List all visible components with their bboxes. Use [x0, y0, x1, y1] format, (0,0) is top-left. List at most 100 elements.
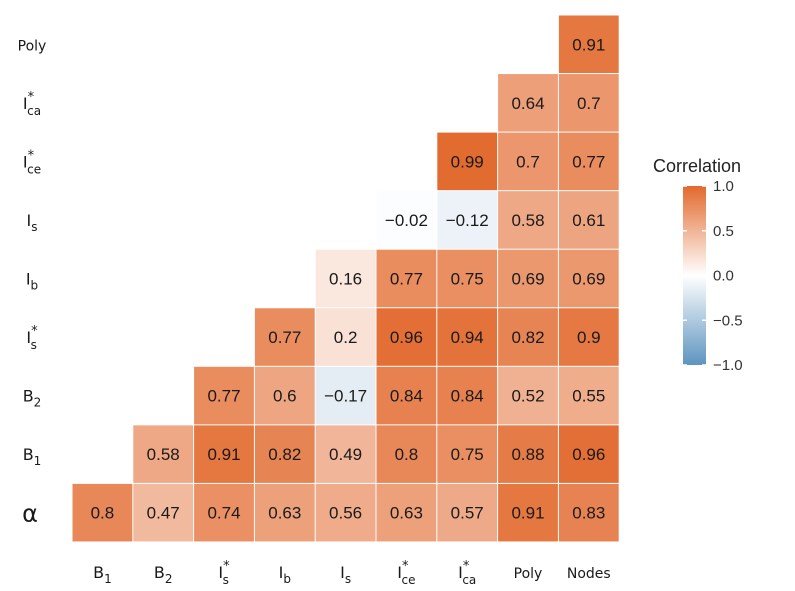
heatmap-cell — [498, 132, 558, 191]
cell-value-label: 0.91 — [572, 35, 605, 54]
legend-tick-label: −0.5 — [713, 312, 743, 329]
cell-value-label: 0.96 — [572, 445, 605, 464]
heatmap-cell — [498, 74, 558, 132]
heatmap-cell — [437, 366, 498, 425]
x-tick-label: Ib — [279, 563, 291, 586]
cell-value-label: 0.55 — [572, 387, 605, 406]
cell-value-label: 0.77 — [572, 152, 605, 171]
cell-value-label: 0.88 — [511, 445, 544, 464]
y-axis-tick-labels: α B1 B2 I* s Ib Is I* ce I* ca Poly — [18, 38, 47, 527]
heatmap-cell — [254, 308, 315, 366]
cell-value-label: 0.56 — [329, 504, 362, 523]
y-tick-label: I* ca — [23, 90, 41, 118]
y-tick-label: α — [22, 500, 38, 528]
cell-value-label: 0.49 — [329, 445, 362, 464]
heatmap-cell — [376, 483, 437, 542]
cell-value-label: 0.16 — [329, 269, 362, 288]
cell-value-label: 0.58 — [511, 211, 544, 230]
heatmap-cell — [194, 425, 254, 483]
heatmap-cell — [558, 366, 619, 425]
heatmap-cell — [498, 483, 558, 542]
y-tick-label: Ib — [26, 269, 38, 292]
x-tick-label: Is — [340, 563, 351, 586]
x-tick-label: B1 — [93, 563, 112, 586]
heatmap-cell — [558, 308, 619, 366]
cell-value-label: 0.7 — [577, 94, 601, 113]
heatmap-cell — [558, 74, 619, 132]
color-legend: Correlation 1.0 0.5 0.0 −0.5 −1.0 — [653, 156, 743, 374]
cell-value-label: 0.75 — [451, 445, 484, 464]
heatmap-cell — [194, 366, 254, 425]
legend-tick-label: −1.0 — [713, 357, 743, 374]
cell-value-label: 0.94 — [451, 328, 484, 347]
heatmap-cell — [376, 308, 437, 366]
x-tick-label: I* ca — [458, 559, 476, 587]
heatmap-cell — [437, 191, 498, 249]
y-tick-label: B2 — [23, 387, 42, 410]
cell-value-label: 0.52 — [511, 387, 544, 406]
heatmap-cell — [437, 132, 498, 191]
cell-value-label: 0.8 — [395, 445, 419, 464]
x-tick-label: I* ce — [397, 559, 415, 587]
cell-value-label: 0.74 — [207, 504, 240, 523]
y-tick-label: I* s — [26, 324, 38, 352]
heatmap-cell — [315, 249, 376, 308]
cell-value-label: 0.6 — [273, 387, 297, 406]
y-tick-label: Poly — [18, 38, 47, 54]
heatmap-cell — [315, 483, 376, 542]
cell-value-label: 0.77 — [390, 269, 423, 288]
heatmap-cell — [437, 308, 498, 366]
heatmap-cell — [498, 249, 558, 308]
heatmap-value-labels: 0.8 0.47 0.74 0.63 0.56 0.63 0.57 0.91 0.83 0.58 0… — [91, 35, 606, 522]
cell-value-label: 0.91 — [207, 445, 240, 464]
cell-value-label: 0.58 — [147, 445, 180, 464]
legend-title: Correlation — [653, 156, 741, 176]
heatmap-cell — [558, 15, 619, 74]
legend-tick-label: 0.5 — [713, 223, 734, 240]
y-tick-label: I* ce — [23, 148, 41, 176]
cell-value-label: 0.7 — [516, 152, 540, 171]
heatmap-cell — [376, 425, 437, 483]
cell-value-label: 0.83 — [572, 504, 605, 523]
heatmap-cell — [254, 366, 315, 425]
heatmap-cell — [437, 249, 498, 308]
cell-value-label: 0.8 — [91, 504, 115, 523]
heatmap-cell — [376, 366, 437, 425]
heatmap-cell — [315, 366, 376, 425]
y-tick-label: B1 — [23, 445, 42, 468]
heatmap-cell — [315, 308, 376, 366]
heatmap-cells — [72, 15, 619, 542]
cell-value-label: −0.02 — [385, 211, 428, 230]
cell-value-label: 0.77 — [268, 328, 301, 347]
cell-value-label: 0.99 — [451, 152, 484, 171]
x-tick-label: Poly — [514, 566, 543, 582]
heatmap-cell — [376, 191, 437, 249]
cell-value-label: 0.82 — [511, 328, 544, 347]
heatmap-cell — [315, 425, 376, 483]
heatmap-cell — [558, 249, 619, 308]
heatmap-cell — [254, 483, 315, 542]
cell-value-label: 0.47 — [147, 504, 180, 523]
cell-value-label: 0.57 — [451, 504, 484, 523]
cell-value-label: 0.63 — [268, 504, 301, 523]
heatmap-cell — [498, 191, 558, 249]
cell-value-label: 0.2 — [334, 328, 358, 347]
cell-value-label: −0.17 — [324, 387, 367, 406]
x-tick-label: Nodes — [567, 566, 611, 582]
cell-value-label: 0.91 — [511, 504, 544, 523]
cell-value-label: 0.75 — [451, 269, 484, 288]
heatmap-cell — [558, 132, 619, 191]
x-axis-tick-labels: B1 B2 I* s Ib Is I* ce I* ca Poly Nodes — [93, 559, 611, 587]
heatmap-cell — [498, 425, 558, 483]
heatmap-cell — [498, 308, 558, 366]
heatmap-cell — [72, 483, 133, 542]
cell-value-label: −0.12 — [446, 211, 489, 230]
heatmap-cell — [558, 483, 619, 542]
x-tick-label: I* s — [218, 559, 230, 587]
heatmap-cell — [498, 366, 558, 425]
legend-tick-labels: 1.0 0.5 0.0 −0.5 −1.0 — [683, 178, 743, 374]
y-tick-label: Is — [27, 211, 38, 234]
x-tick-label: B2 — [154, 563, 173, 586]
heatmap-cell — [376, 249, 437, 308]
